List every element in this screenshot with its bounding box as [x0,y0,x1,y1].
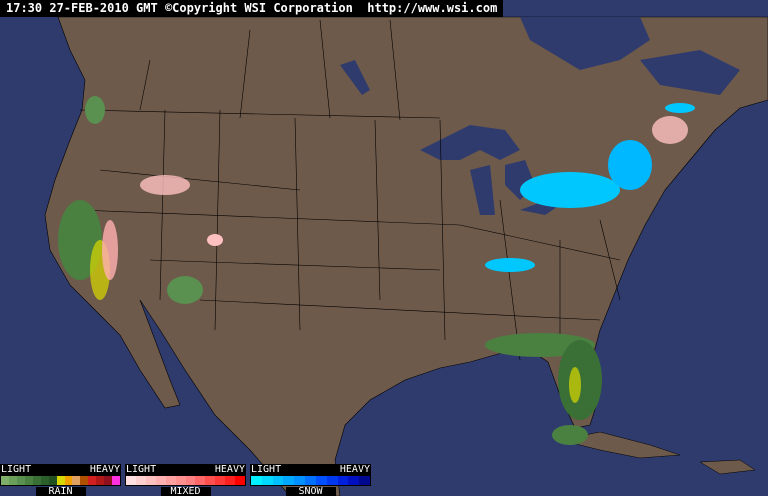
legend-swatch [48,476,57,485]
land-north-america [44,16,768,496]
legend-heavy-label: HEAVY [339,464,370,475]
hispaniola [699,459,756,475]
legend-swatch [72,476,81,485]
legend-swatch [1,476,9,485]
legend-name: SNOW [285,487,336,496]
legend-swatch [315,476,327,485]
hudson-bay [520,17,650,70]
legend-color-bar [125,475,246,486]
legend-swatch [195,476,206,485]
legend-swatch [145,476,156,485]
header-bar: 17:30 27-FEB-2010 GMT ©Copyright WSI Cor… [0,0,504,17]
timestamp: 17:30 27-FEB-2010 GMT [6,1,158,15]
legend-swatch [155,476,166,485]
legend-swatch [185,476,196,485]
cuba [559,431,681,459]
legend-mixed: LIGHT HEAVY MIXED [125,464,246,496]
great-lakes [420,125,610,215]
legend-light-label: LIGHT [1,464,32,475]
legend-swatch [251,476,262,485]
legend-swatch [305,476,316,485]
legend-heavy-label: HEAVY [214,464,245,475]
legend-swatch [175,476,186,485]
legend-swatch [32,476,41,485]
lake-winnipeg [340,60,370,95]
legend-swatch [112,476,121,485]
legend-swatch [283,476,295,485]
legend-rain: LIGHT HEAVY RAIN [0,464,121,496]
legend-swatch [88,476,97,485]
legend-color-bar [250,475,371,486]
legend-name: MIXED [160,487,211,496]
legend-swatch [261,476,273,485]
copyright: ©Copyright WSI Corporation [164,1,353,15]
legend-swatch [215,476,226,485]
legend-heavy-label: HEAVY [89,464,120,475]
legend-swatch [235,476,246,485]
legend-swatch [40,476,49,485]
legend-swatch [337,476,349,485]
legend-swatch [348,476,360,485]
legend-swatch [294,476,306,485]
legend-swatch [359,476,370,485]
legend-swatch [104,476,113,485]
legend-swatch [225,476,236,485]
legend-swatch [326,476,338,485]
legend-swatch [64,476,73,485]
legend-swatch [165,476,176,485]
state-borders [79,19,621,361]
legend-swatch [80,476,89,485]
legend-swatch [56,476,65,485]
legend-snow: LIGHT HEAVY SNOW [250,464,371,496]
legend-swatch [135,476,146,485]
legend-swatch [16,476,25,485]
legend-swatch [126,476,136,485]
legend-swatch [272,476,284,485]
legend-name: RAIN [35,487,86,496]
precipitation [58,96,695,445]
legend-color-bar [0,475,121,486]
legend-swatch [8,476,17,485]
legend-swatch [205,476,216,485]
source-url[interactable]: http://www.wsi.com [367,1,498,15]
legend-light-label: LIGHT [126,464,157,475]
legend-swatch [24,476,33,485]
legend-light-label: LIGHT [251,464,282,475]
gulf-st-lawrence [640,50,740,95]
legend-swatch [96,476,105,485]
